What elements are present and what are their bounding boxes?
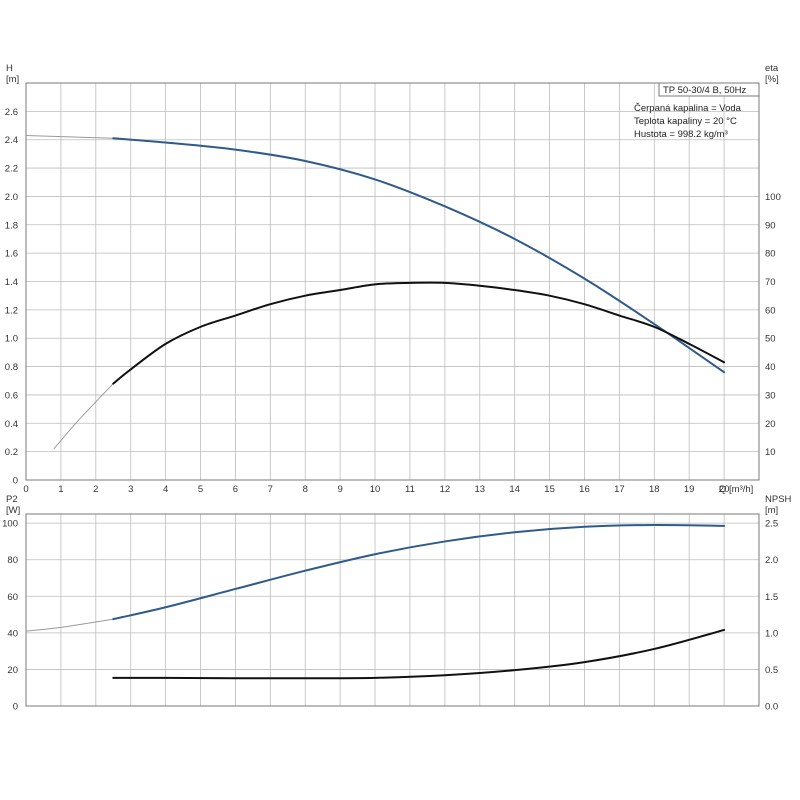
top-y-tick-label: 0.2 <box>5 447 18 458</box>
x-tick-label: 12 <box>440 484 451 495</box>
top-y-axis-label: H <box>6 63 13 74</box>
top-y-tick-label: 1.2 <box>5 305 18 316</box>
top-y2-tick-label: 60 <box>765 305 776 316</box>
x-tick-label: 13 <box>474 484 485 495</box>
top-y-tick-label: 2.4 <box>5 135 18 146</box>
bottom-y2-axis-label: [m] <box>765 505 778 516</box>
x-tick-label: 16 <box>579 484 590 495</box>
bottom-y2-tick-label: 2.0 <box>765 555 778 566</box>
x-tick-label: 4 <box>163 484 168 495</box>
top-y-tick-label: 1.4 <box>5 277 18 288</box>
legend-box: TP 50-30/4 B, 50Hz Čerpaná kapalina = Vo… <box>634 82 760 140</box>
x-tick-label: 17 <box>614 484 625 495</box>
power-npsh-chart: 0 20 40 60 80 100 0.0 0.5 1.0 1.5 2.0 2.5 P2[W] NPSH[… <box>2 494 791 713</box>
bottom-y-tick-label: 0 <box>13 702 18 713</box>
x-tick-label: 3 <box>128 484 133 495</box>
x-tick-label: 7 <box>268 484 273 495</box>
top-y2-tick-label: 80 <box>765 249 776 260</box>
x-tick-label: 18 <box>649 484 660 495</box>
top-plot-frame <box>25 82 760 481</box>
top-series-0-line-extension <box>25 134 114 139</box>
top-y-tick-label: 2.0 <box>5 192 18 203</box>
x-axis-label: Q [m³/h] <box>719 484 753 495</box>
top-y2-tick-label: 90 <box>765 220 776 231</box>
top-y-tick-label: 0.4 <box>5 419 18 430</box>
bottom-series-0-line <box>112 523 726 621</box>
bottom-y-tick-label: 20 <box>7 665 18 676</box>
bottom-y-tick-label: 40 <box>7 628 18 639</box>
x-tick-label: 10 <box>370 484 381 495</box>
x-tick-label: 14 <box>509 484 520 495</box>
x-tick-label: 2 <box>93 484 98 495</box>
bottom-y-tick-label: 100 <box>2 519 18 530</box>
x-tick-label: 0 <box>23 484 28 495</box>
top-y2-tick-label: 70 <box>765 277 776 288</box>
bottom-y-tick-label: 80 <box>7 555 18 566</box>
bottom-plot-frame <box>25 513 760 707</box>
top-series-1-line-extension <box>53 383 114 450</box>
bottom-y-tick-label: 60 <box>7 592 18 603</box>
top-y-tick-label: 0.6 <box>5 390 18 401</box>
bottom-series-0-line-extension <box>25 618 114 632</box>
bottom-y2-tick-label: 1.5 <box>765 592 778 603</box>
bottom-y2-tick-label: 0.5 <box>765 665 778 676</box>
top-y-tick-label: 1.6 <box>5 249 18 260</box>
legend-title: TP 50-30/4 B, 50Hz <box>663 85 747 96</box>
x-tick-label: 1 <box>58 484 63 495</box>
bottom-y2-tick-label: 1.0 <box>765 628 778 639</box>
bottom-y-axis-label: [W] <box>6 505 20 516</box>
x-tick-label: 5 <box>198 484 203 495</box>
head-efficiency-chart: 0 0.2 0.4 0.6 0.8 1.0 1.2 1.4 1.6 1.8 2.0 2.2 2.4 2.6… <box>5 63 781 495</box>
x-tick-label: 19 <box>684 484 695 495</box>
top-y2-axis-label: eta <box>765 63 779 74</box>
bottom-series-1-line <box>112 628 726 680</box>
bottom-y-axis-label: P2 <box>6 494 18 505</box>
x-tick-label: 8 <box>303 484 308 495</box>
x-tick-label: 9 <box>337 484 342 495</box>
top-y2-tick-label: 50 <box>765 334 776 345</box>
bottom-y2-tick-label: 2.5 <box>765 519 778 530</box>
legend-frame <box>658 82 760 97</box>
top-series-1-line <box>112 281 726 385</box>
top-y-tick-label: 2.6 <box>5 107 18 118</box>
x-tick-label: 6 <box>233 484 238 495</box>
top-y2-tick-label: 10 <box>765 447 776 458</box>
x-tick-label: 11 <box>405 484 415 495</box>
top-y-tick-label: 1.0 <box>5 334 18 345</box>
x-tick-label: 15 <box>544 484 555 495</box>
bottom-y2-tick-label: 0.0 <box>765 702 778 713</box>
top-y-tick-label: 0 <box>13 476 18 487</box>
bottom-y2-axis-label: NPSH <box>765 494 792 505</box>
top-series-0-line <box>112 137 726 374</box>
top-y-tick-label: 1.8 <box>5 220 18 231</box>
top-y2-tick-label: 40 <box>765 362 776 373</box>
top-y2-axis-label: [%] <box>765 74 779 85</box>
top-y-tick-label: 0.8 <box>5 362 18 373</box>
legend-fluid: Čerpaná kapalina = Voda <box>634 103 742 114</box>
legend-density: Hustota = 998.2 kg/m³ <box>634 129 728 140</box>
top-y2-tick-label: 100 <box>765 192 781 203</box>
top-y2-tick-label: 20 <box>765 419 776 430</box>
top-y2-tick-label: 30 <box>765 390 776 401</box>
x-tick-label: 20 <box>719 484 730 495</box>
top-y-tick-label: 2.2 <box>5 164 18 175</box>
legend-temperature: Teplota kapaliny = 20 °C <box>634 116 737 127</box>
top-y-axis-label: [m] <box>6 74 19 85</box>
